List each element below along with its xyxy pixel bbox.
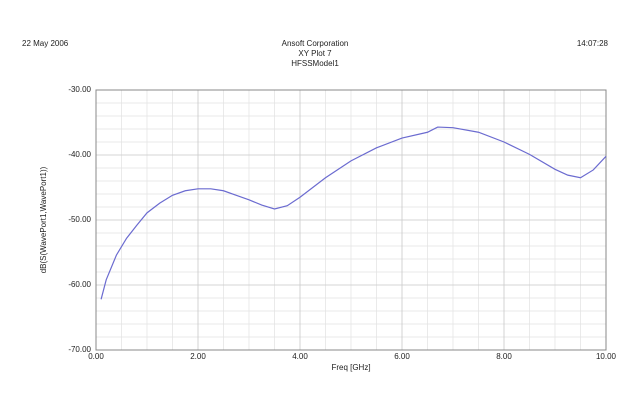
x-tick-label: 6.00 <box>394 352 410 361</box>
time: 14:07:28 <box>577 39 609 48</box>
y-tick-label: -30.00 <box>68 85 91 94</box>
y-axis-label: dB(S(WavePort1,WavePort1)) <box>39 166 48 273</box>
x-tick-label: 0.00 <box>88 352 104 361</box>
y-tick-label: -40.00 <box>68 150 91 159</box>
x-tick-label: 4.00 <box>292 352 308 361</box>
x-tick-label: 2.00 <box>190 352 206 361</box>
x-tick-label: 10.00 <box>596 352 617 361</box>
y-tick-label: -70.00 <box>68 345 91 354</box>
y-tick-label: -60.00 <box>68 280 91 289</box>
y-tick-label: -50.00 <box>68 215 91 224</box>
x-axis-label: Freq [GHz] <box>331 363 370 372</box>
subtitle: HFSSModel1 <box>291 59 339 68</box>
company: Ansoft Corporation <box>282 39 349 48</box>
x-tick-label: 8.00 <box>496 352 512 361</box>
date: 22 May 2006 <box>22 39 69 48</box>
plot-frame <box>95 89 607 351</box>
chart-title: XY Plot 7 <box>298 49 332 58</box>
data-line <box>100 126 607 300</box>
